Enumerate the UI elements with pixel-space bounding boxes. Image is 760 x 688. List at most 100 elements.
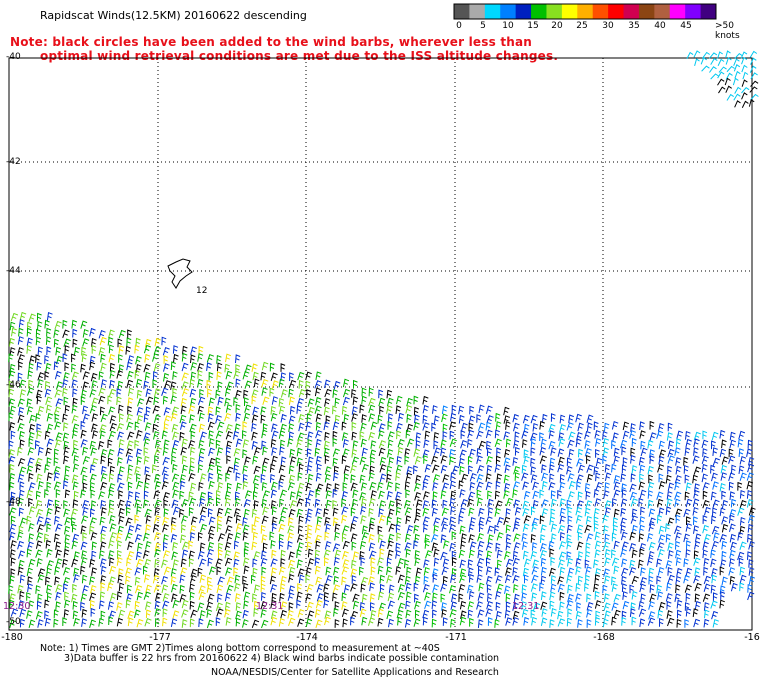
footer-credit: NOAA/NESDIS/Center for Satellite Applica… <box>211 667 499 678</box>
wind-barb <box>306 583 314 593</box>
wind-barb <box>684 491 690 501</box>
wind-barb <box>694 58 700 66</box>
wind-barb <box>324 454 330 464</box>
lon-label: -174 <box>296 632 318 643</box>
wind-barb <box>532 559 539 568</box>
wind-barb <box>271 423 278 432</box>
wind-barb <box>180 446 188 456</box>
wind-barb <box>253 584 260 593</box>
wind-barb <box>217 421 225 430</box>
wind-barb <box>539 446 546 456</box>
wind-barb <box>702 541 709 551</box>
wind-barb <box>710 558 717 568</box>
wind-barb <box>413 448 420 457</box>
wind-barb <box>639 464 646 474</box>
wind-barb <box>422 414 428 424</box>
wind-barb <box>361 387 367 397</box>
wind-barb <box>324 531 330 541</box>
wind-barb <box>667 574 675 584</box>
wind-barb <box>206 584 213 593</box>
wind-barb <box>17 497 24 507</box>
wind-barb <box>505 508 511 517</box>
wind-barb <box>72 499 79 509</box>
wind-barb <box>631 616 637 626</box>
wind-barb <box>19 311 27 321</box>
wind-barb <box>189 388 197 398</box>
wind-barb <box>296 498 304 507</box>
wind-barb <box>55 584 63 593</box>
wind-barb <box>315 599 323 609</box>
wind-barb <box>172 610 180 619</box>
wind-barb <box>180 421 187 430</box>
wind-barb <box>270 438 277 448</box>
wind-barb <box>440 439 447 448</box>
wind-barb <box>108 388 117 398</box>
wind-barb <box>557 524 566 534</box>
wind-barb <box>476 447 482 457</box>
wind-barb <box>496 447 502 457</box>
wind-barb <box>316 516 323 526</box>
wind-barb <box>404 507 412 516</box>
wind-barb <box>505 524 511 534</box>
wind-barb <box>71 517 76 526</box>
wind-barb <box>620 517 627 527</box>
wind-barb <box>271 522 278 532</box>
wind-barb <box>189 525 197 534</box>
wind-barb <box>612 517 618 527</box>
wind-barb <box>44 430 51 440</box>
wind-barb <box>395 566 402 575</box>
wind-barb <box>28 619 36 629</box>
wind-barb <box>189 575 197 584</box>
wind-barb <box>45 336 52 345</box>
wind-barb <box>99 406 105 416</box>
wind-barb <box>683 456 689 466</box>
wind-barb <box>225 525 233 534</box>
wind-barb <box>100 575 107 584</box>
wind-barb <box>620 524 626 534</box>
wind-barb <box>81 353 88 362</box>
wind-barb <box>252 531 259 541</box>
wind-barb <box>405 600 411 610</box>
wind-barb <box>396 430 402 440</box>
wind-barb <box>314 609 321 618</box>
wind-barb <box>748 507 756 516</box>
wind-barb <box>726 65 735 73</box>
wind-barb <box>261 379 269 388</box>
wind-barb <box>243 557 250 566</box>
wind-barb <box>423 439 430 448</box>
wind-barb <box>107 336 114 346</box>
wind-barb <box>711 431 719 441</box>
wind-barb <box>208 430 214 439</box>
wind-barb <box>368 498 376 507</box>
wind-barb <box>35 585 41 594</box>
wind-barb <box>261 619 269 629</box>
wind-barb <box>539 543 547 552</box>
wind-barb <box>91 457 99 467</box>
wind-barb <box>171 455 177 465</box>
wind-barb <box>89 576 96 585</box>
wind-barb <box>748 98 755 107</box>
wind-barb <box>333 557 340 566</box>
wind-barb <box>640 593 646 603</box>
wind-barb <box>685 607 692 617</box>
wind-barb <box>260 406 267 415</box>
wind-barb <box>55 591 62 601</box>
wind-barb <box>369 465 375 475</box>
wind-barb <box>531 523 538 533</box>
wind-barb <box>504 464 511 474</box>
wind-barb <box>242 517 248 526</box>
wind-barb <box>721 576 728 586</box>
wind-barb <box>62 387 68 397</box>
wind-barb <box>100 533 106 543</box>
wind-barb <box>532 500 539 509</box>
wind-barb <box>342 550 349 560</box>
wind-barb <box>342 618 348 628</box>
wind-barb <box>342 378 350 388</box>
wind-barb <box>163 363 170 372</box>
wind-barb <box>296 438 303 448</box>
wind-barb <box>314 387 321 397</box>
wind-barb <box>37 574 45 583</box>
wind-barb <box>512 574 520 584</box>
wind-barb <box>270 583 278 593</box>
wind-barb <box>361 395 367 405</box>
